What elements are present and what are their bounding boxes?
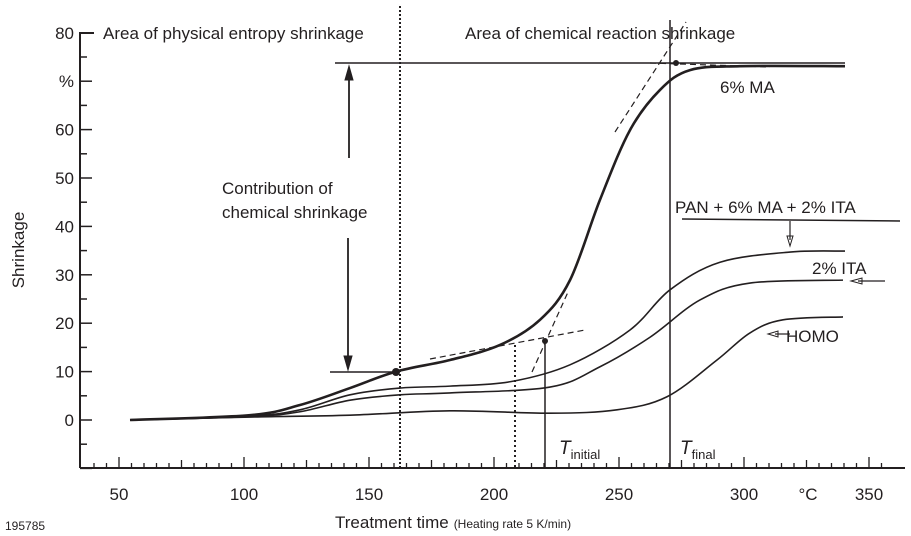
y-tick-label: 0 — [65, 411, 74, 430]
contribution-label-line1: Contribution of — [222, 179, 333, 198]
series-label-homo: HOMO — [786, 327, 839, 346]
construction-lines — [80, 6, 901, 468]
homo-pointer-arrow-icon — [766, 330, 779, 338]
x-tick-label: 300 — [730, 485, 758, 504]
t-initial-symbol: T — [559, 438, 572, 459]
figure-id: 195785 — [5, 519, 45, 533]
series-line-2-ita — [129, 279, 844, 421]
t-initial-subscript: initial — [571, 447, 601, 462]
series-label-6ma: 6% MA — [720, 78, 775, 97]
y-tick-label: 80 — [55, 24, 74, 43]
y-tick-label: % — [59, 72, 74, 91]
tangent-dashed — [614, 21, 687, 133]
y-tick-label: 10 — [55, 363, 74, 382]
series-line-pan-6-ma-2-ita — [129, 250, 846, 421]
x-unit-label: °C — [798, 485, 817, 504]
tangent-dashed — [429, 329, 586, 360]
region-left-label: Area of physical entropy shrinkage — [103, 24, 364, 43]
t-final-symbol: T — [680, 438, 693, 459]
t-initial-label: Tinitial — [559, 438, 600, 462]
series-line-homo — [129, 316, 844, 421]
y-tick-label: 20 — [55, 314, 74, 333]
t-final-subscript: final — [692, 447, 716, 462]
x-tick-label: 350 — [855, 485, 883, 504]
t-final-label: Tfinal — [680, 438, 716, 462]
region-right-label: Area of chemical reaction shrinkage — [465, 24, 735, 43]
contribution-label-line2: chemical shrinkage — [222, 203, 368, 222]
x-tick-label: 150 — [355, 485, 383, 504]
axes — [79, 32, 905, 469]
x-tick-label: 100 — [230, 485, 258, 504]
arrowhead-down-icon — [343, 355, 353, 372]
arrowhead-up-icon — [344, 64, 354, 81]
y-tick-label: 60 — [55, 121, 74, 140]
t-initial-point — [542, 338, 548, 344]
y-tick-label: 40 — [55, 217, 74, 236]
x-tick-label: 50 — [110, 485, 129, 504]
y-tick-label: 50 — [55, 169, 74, 188]
x-tick-label: 200 — [480, 485, 508, 504]
series-lines — [129, 64, 846, 422]
ita-pointer-arrow-icon — [849, 277, 863, 285]
y-tick-label: 30 — [55, 266, 74, 285]
tangent-dashed — [531, 291, 569, 373]
t-final-point — [673, 60, 679, 66]
series-line-6-ma — [129, 64, 846, 422]
x-axis-title-note: (Heating rate 5 K/min) — [454, 517, 571, 531]
y-axis-title: Shrinkage — [9, 212, 28, 289]
x-axis-title: Treatment time (Heating rate 5 K/min) — [335, 513, 571, 532]
y-ticks — [80, 32, 92, 470]
y-tick-labels: 0 10 20 30 40 50 60 % 80 — [55, 24, 74, 430]
series-label-2ita: 2% ITA — [812, 259, 867, 278]
x-axis-title-main: Treatment time — [335, 513, 449, 532]
x-tick-labels: 50 100 150 200 250 300 350 — [110, 485, 884, 504]
x-ticks — [93, 457, 883, 468]
x-tick-label: 250 — [605, 485, 633, 504]
series-label-pan: PAN + 6% MA + 2% ITA — [675, 198, 856, 217]
pan-pointer-arrow-icon — [786, 235, 794, 248]
pan-label-underline — [681, 218, 901, 222]
